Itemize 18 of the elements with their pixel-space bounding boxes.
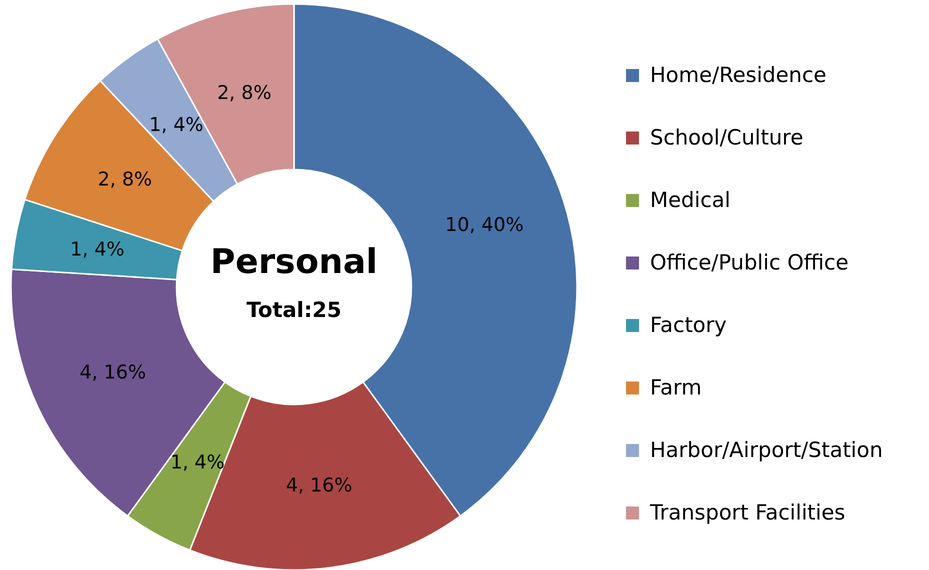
- data-label: 1, 4%: [149, 114, 204, 136]
- legend-label: Medical: [650, 188, 730, 212]
- data-label: 1, 4%: [70, 238, 124, 260]
- text: Personal: [210, 242, 378, 282]
- data-label: 2, 8%: [98, 168, 152, 191]
- legend-label: School/Culture: [650, 126, 804, 150]
- data-label: 10, 40%: [445, 214, 524, 236]
- legend-label: Factory: [650, 313, 727, 337]
- data-label: 1, 4%: [170, 451, 225, 474]
- legend-label: Office/Public Office: [650, 250, 848, 274]
- text: Total:25: [246, 298, 342, 322]
- data-label: 4, 16%: [80, 361, 146, 384]
- legend-label: Farm: [650, 376, 702, 400]
- legend-label: Home/Residence: [650, 63, 826, 87]
- data-label: 2, 8%: [217, 82, 272, 104]
- data-label: 4, 16%: [286, 474, 352, 497]
- legend-label: Transport Facilities: [649, 500, 846, 524]
- legend-label: Harbor/Airport/Station: [650, 438, 883, 462]
